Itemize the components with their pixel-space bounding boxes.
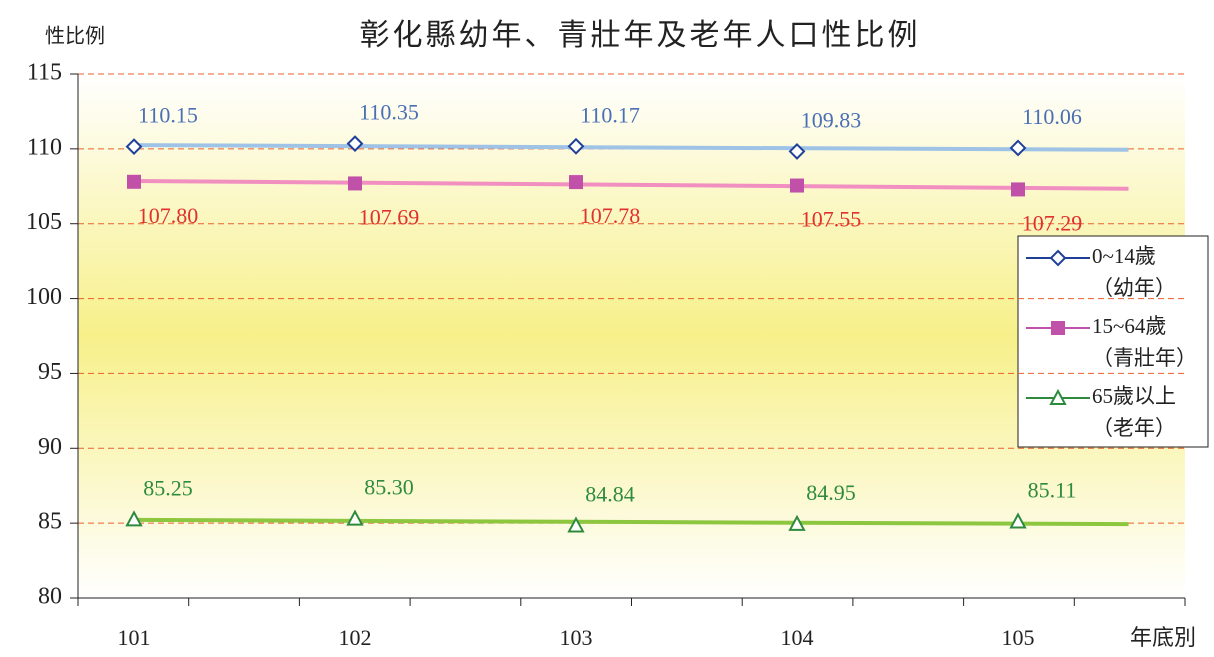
- marker: [1051, 321, 1065, 335]
- plot-background: [78, 74, 1185, 598]
- data-label: 84.95: [806, 480, 856, 505]
- marker: [346, 135, 364, 153]
- x-tick-label: 103: [560, 625, 593, 650]
- data-label: 109.83: [801, 107, 862, 132]
- marker: [1049, 388, 1067, 405]
- x-axis-label: 年底別: [1130, 625, 1196, 650]
- marker: [348, 176, 362, 191]
- trendline: [133, 517, 1129, 527]
- marker: [567, 137, 585, 155]
- y-tick-label: 105: [26, 209, 62, 235]
- data-label: 110.15: [138, 103, 198, 128]
- data-label: 107.69: [359, 204, 420, 229]
- y-axis-label: 性比例: [45, 25, 105, 48]
- x-tick-label: 105: [1002, 625, 1035, 650]
- trendline: [133, 178, 1129, 191]
- trendline: [133, 143, 1129, 152]
- y-tick-label: 85: [38, 509, 62, 535]
- marker: [567, 516, 585, 533]
- marker: [569, 175, 583, 190]
- marker: [1009, 512, 1027, 529]
- marker: [788, 514, 806, 531]
- marker: [125, 138, 143, 156]
- legend-label: 15~64歲（青壯年）: [1092, 314, 1197, 370]
- marker: [790, 178, 804, 193]
- marker: [125, 510, 143, 527]
- y-tick-label: 95: [38, 359, 62, 385]
- data-label: 84.84: [585, 482, 635, 507]
- legend: [1017, 235, 1209, 448]
- legend-label: 65歲以上（老年）: [1092, 384, 1176, 440]
- data-label: 107.80: [138, 203, 199, 228]
- legend-label: 0~14歲（幼年）: [1092, 244, 1176, 300]
- data-label: 85.30: [364, 475, 414, 500]
- data-label: 110.35: [359, 100, 419, 125]
- marker: [1009, 139, 1027, 157]
- data-label: 110.17: [580, 102, 640, 127]
- y-tick-label: 90: [38, 434, 62, 460]
- y-tick-label: 80: [38, 584, 62, 610]
- x-tick-label: 101: [118, 625, 151, 650]
- data-label: 85.25: [143, 475, 193, 500]
- x-tick-label: 104: [781, 625, 814, 650]
- marker: [1049, 249, 1067, 267]
- data-label: 107.78: [580, 203, 641, 228]
- marker: [1011, 182, 1025, 197]
- chart-title: 彰化縣幼年、青壯年及老年人口性比例: [360, 19, 921, 52]
- y-tick-label: 115: [27, 60, 62, 86]
- marker: [788, 142, 806, 160]
- data-label: 110.06: [1022, 104, 1082, 129]
- marker: [346, 509, 364, 526]
- data-label: 107.55: [801, 207, 862, 232]
- data-label: 85.11: [1028, 478, 1077, 503]
- marker: [127, 174, 141, 189]
- x-tick-label: 102: [339, 625, 372, 650]
- y-tick-label: 110: [27, 134, 62, 160]
- data-label: 107.29: [1022, 210, 1083, 235]
- y-tick-label: 100: [26, 284, 62, 310]
